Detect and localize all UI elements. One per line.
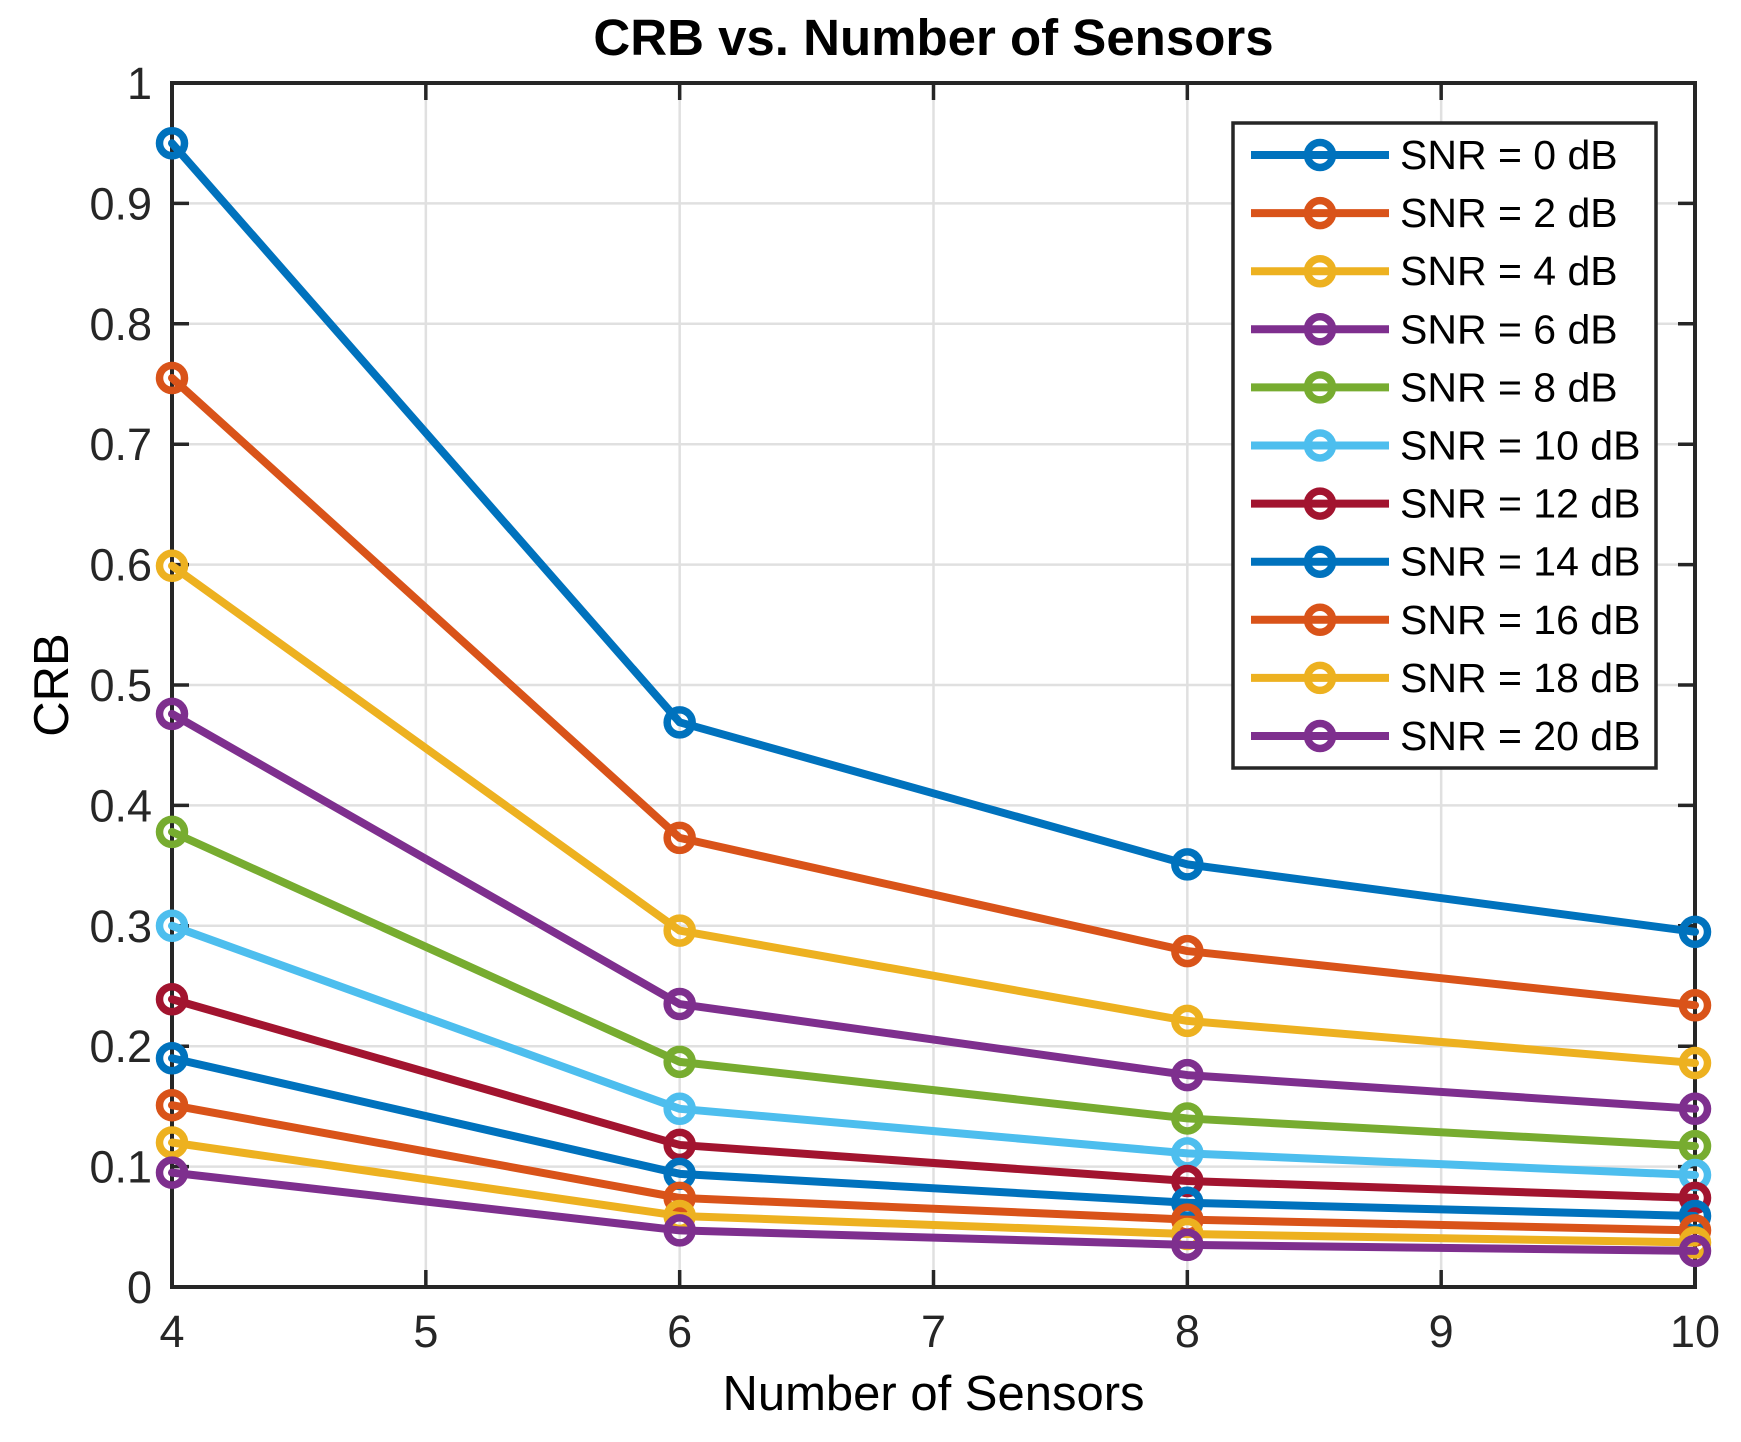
series-line-3 <box>168 709 1699 1113</box>
data-point <box>155 126 189 160</box>
x-tick-label: 7 <box>921 1306 946 1357</box>
legend-item-label: SNR = 10 dB <box>1400 423 1640 469</box>
data-point <box>663 1181 696 1215</box>
legend-marker-sample <box>1303 371 1337 404</box>
series-line-0 <box>168 139 1699 936</box>
data-point <box>155 361 189 395</box>
data-point <box>1171 1186 1204 1219</box>
legend-item-label: SNR = 4 dB <box>1400 248 1618 294</box>
data-point <box>1171 1102 1204 1135</box>
y-tick-label: 0.2 <box>89 1021 152 1072</box>
data-point <box>663 1214 696 1247</box>
legend-item-label: SNR = 20 dB <box>1400 713 1640 759</box>
series-line-5 <box>168 921 1699 1180</box>
data-point <box>155 549 189 583</box>
data-point <box>155 1126 189 1159</box>
legend-marker-sample <box>1303 719 1337 753</box>
data-point <box>1171 1228 1204 1262</box>
data-point <box>1678 1129 1712 1163</box>
data-point <box>155 1088 189 1122</box>
legend-marker-sample <box>1303 487 1337 520</box>
legend-item-label: SNR = 18 dB <box>1400 655 1640 701</box>
data-point <box>663 987 696 1021</box>
x-tick-label: 6 <box>667 1306 692 1357</box>
data-point <box>1171 848 1204 881</box>
data-point <box>155 697 189 731</box>
data-point <box>1171 1004 1204 1038</box>
data-point <box>155 982 189 1016</box>
data-point <box>663 1045 696 1079</box>
plot-area: 4 5 6 7 8 9 10 0 0.1 0.2 0.3 0.4 0.5 0.6 0.7 0.8 0.9 1 SNR… <box>89 58 1720 1357</box>
data-point <box>1171 934 1204 968</box>
legend-item-label: SNR = 14 dB <box>1400 539 1640 585</box>
series-line-8 <box>168 1101 1699 1235</box>
data-point <box>663 914 696 947</box>
data-point <box>155 1041 189 1075</box>
x-tick-label: 9 <box>1429 1306 1454 1357</box>
legend-marker-sample <box>1303 138 1337 172</box>
data-point <box>1171 1058 1204 1092</box>
chart-title: CRB vs. Number of Sensors <box>593 9 1273 66</box>
data-point <box>663 1128 696 1162</box>
series-line-2 <box>168 561 1699 1068</box>
x-axis-label: Number of Sensors <box>722 1367 1144 1421</box>
legend-item-label: SNR = 12 dB <box>1400 481 1640 527</box>
data-point <box>155 815 189 849</box>
y-tick-label: 0.5 <box>89 660 152 711</box>
data-point <box>1678 1234 1712 1268</box>
legend-item-label: SNR = 6 dB <box>1400 306 1618 352</box>
legend-marker-sample <box>1303 313 1337 346</box>
y-tick-label: 1 <box>127 58 152 109</box>
series-line-1 <box>168 373 1699 1010</box>
data-point <box>663 821 696 855</box>
y-tick-label: 0.8 <box>89 299 152 350</box>
y-tick-label: 0.1 <box>89 1142 152 1193</box>
y-tick-label: 0.3 <box>89 901 152 952</box>
data-point <box>1678 915 1712 949</box>
y-tick-label: 0.4 <box>89 780 152 831</box>
data-point <box>155 1156 189 1189</box>
legend-marker-sample <box>1303 545 1337 578</box>
x-tick-label: 4 <box>159 1306 184 1357</box>
legend-item-label: SNR = 2 dB <box>1400 190 1618 236</box>
data-point <box>155 909 189 943</box>
data-point <box>1678 1181 1712 1215</box>
y-tick-label: 0.7 <box>89 419 152 470</box>
legend-item-label: SNR = 16 dB <box>1400 597 1640 643</box>
series-line-10 <box>168 1168 1699 1255</box>
legend-marker-sample <box>1303 603 1337 637</box>
legend-marker-sample <box>1303 254 1337 288</box>
series-line-4 <box>168 827 1699 1151</box>
legend-marker-sample <box>1303 429 1337 462</box>
y-tick-label: 0 <box>127 1262 152 1313</box>
series-line-6 <box>168 995 1699 1202</box>
data-point <box>1678 1046 1712 1080</box>
x-tick-label: 5 <box>413 1306 438 1357</box>
y-tick-label: 0.9 <box>89 178 152 229</box>
x-tick-label: 8 <box>1175 1306 1200 1357</box>
data-point <box>663 706 696 739</box>
legend-item-label: SNR = 0 dB <box>1400 132 1618 178</box>
legend-item-label: SNR = 8 dB <box>1400 364 1618 410</box>
y-axis-label: CRB <box>25 633 79 736</box>
legend-marker-sample <box>1303 661 1337 695</box>
legend-marker-sample <box>1303 196 1337 230</box>
x-tick-label: 10 <box>1670 1306 1720 1357</box>
series-line-7 <box>168 1054 1699 1220</box>
data-point <box>1678 1092 1712 1126</box>
y-tick-label: 0.6 <box>89 540 152 591</box>
data-point <box>663 1092 696 1126</box>
data-point <box>1678 989 1712 1022</box>
series-line-9 <box>168 1138 1699 1247</box>
